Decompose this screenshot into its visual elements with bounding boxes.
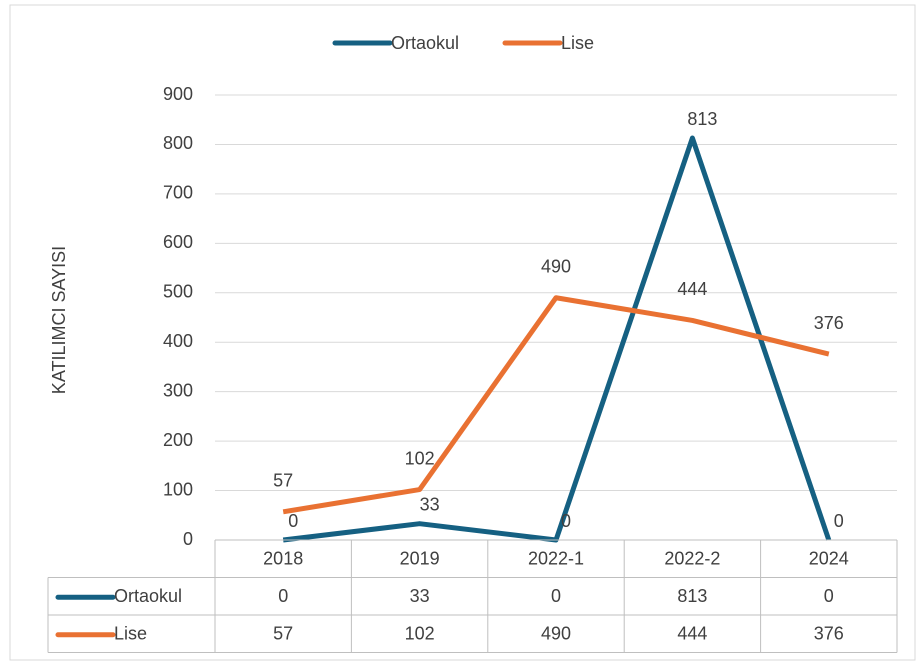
y-tick-label: 400: [163, 331, 193, 351]
y-tick-label: 100: [163, 479, 193, 499]
y-tick-label: 700: [163, 183, 193, 203]
data-label: 0: [288, 511, 298, 531]
x-tick-label: 2018: [263, 549, 303, 569]
table-cell: 0: [551, 586, 561, 606]
y-tick-label: 600: [163, 232, 193, 252]
x-tick-label: 2022-2: [664, 549, 720, 569]
data-label: 102: [405, 448, 435, 468]
y-tick-label: 300: [163, 380, 193, 400]
table-series-name: Ortaokul: [114, 586, 182, 606]
data-label: 490: [541, 256, 571, 276]
legend-label: Lise: [561, 33, 594, 53]
table-cell: 813: [677, 586, 707, 606]
table-cell: 490: [541, 624, 571, 644]
data-label: 33: [420, 494, 440, 514]
data-label: 0: [834, 511, 844, 531]
data-label: 813: [687, 109, 717, 129]
table-series-name: Lise: [114, 624, 147, 644]
x-tick-label: 2024: [809, 549, 849, 569]
table-cell: 444: [677, 624, 707, 644]
table-cell: 33: [410, 586, 430, 606]
table-cell: 376: [814, 624, 844, 644]
y-tick-label: 900: [163, 84, 193, 104]
y-tick-label: 0: [183, 529, 193, 549]
x-tick-label: 2022-1: [528, 549, 584, 569]
data-label: 376: [814, 313, 844, 333]
y-tick-label: 800: [163, 133, 193, 153]
table-cell: 0: [824, 586, 834, 606]
series-line: [282, 295, 830, 515]
legend-label: Ortaokul: [391, 33, 459, 53]
y-tick-label: 500: [163, 282, 193, 302]
chart-border: [9, 4, 916, 661]
data-label: 0: [561, 511, 571, 531]
y-tick-label: 200: [163, 430, 193, 450]
data-label: 57: [273, 471, 293, 491]
y-axis-label: KATILIMCI SAYISI: [49, 246, 69, 394]
table-cell: 57: [273, 624, 293, 644]
table-cell: 0: [278, 586, 288, 606]
data-label: 444: [677, 279, 707, 299]
table-cell: 102: [405, 624, 435, 644]
x-tick-label: 2019: [400, 549, 440, 569]
